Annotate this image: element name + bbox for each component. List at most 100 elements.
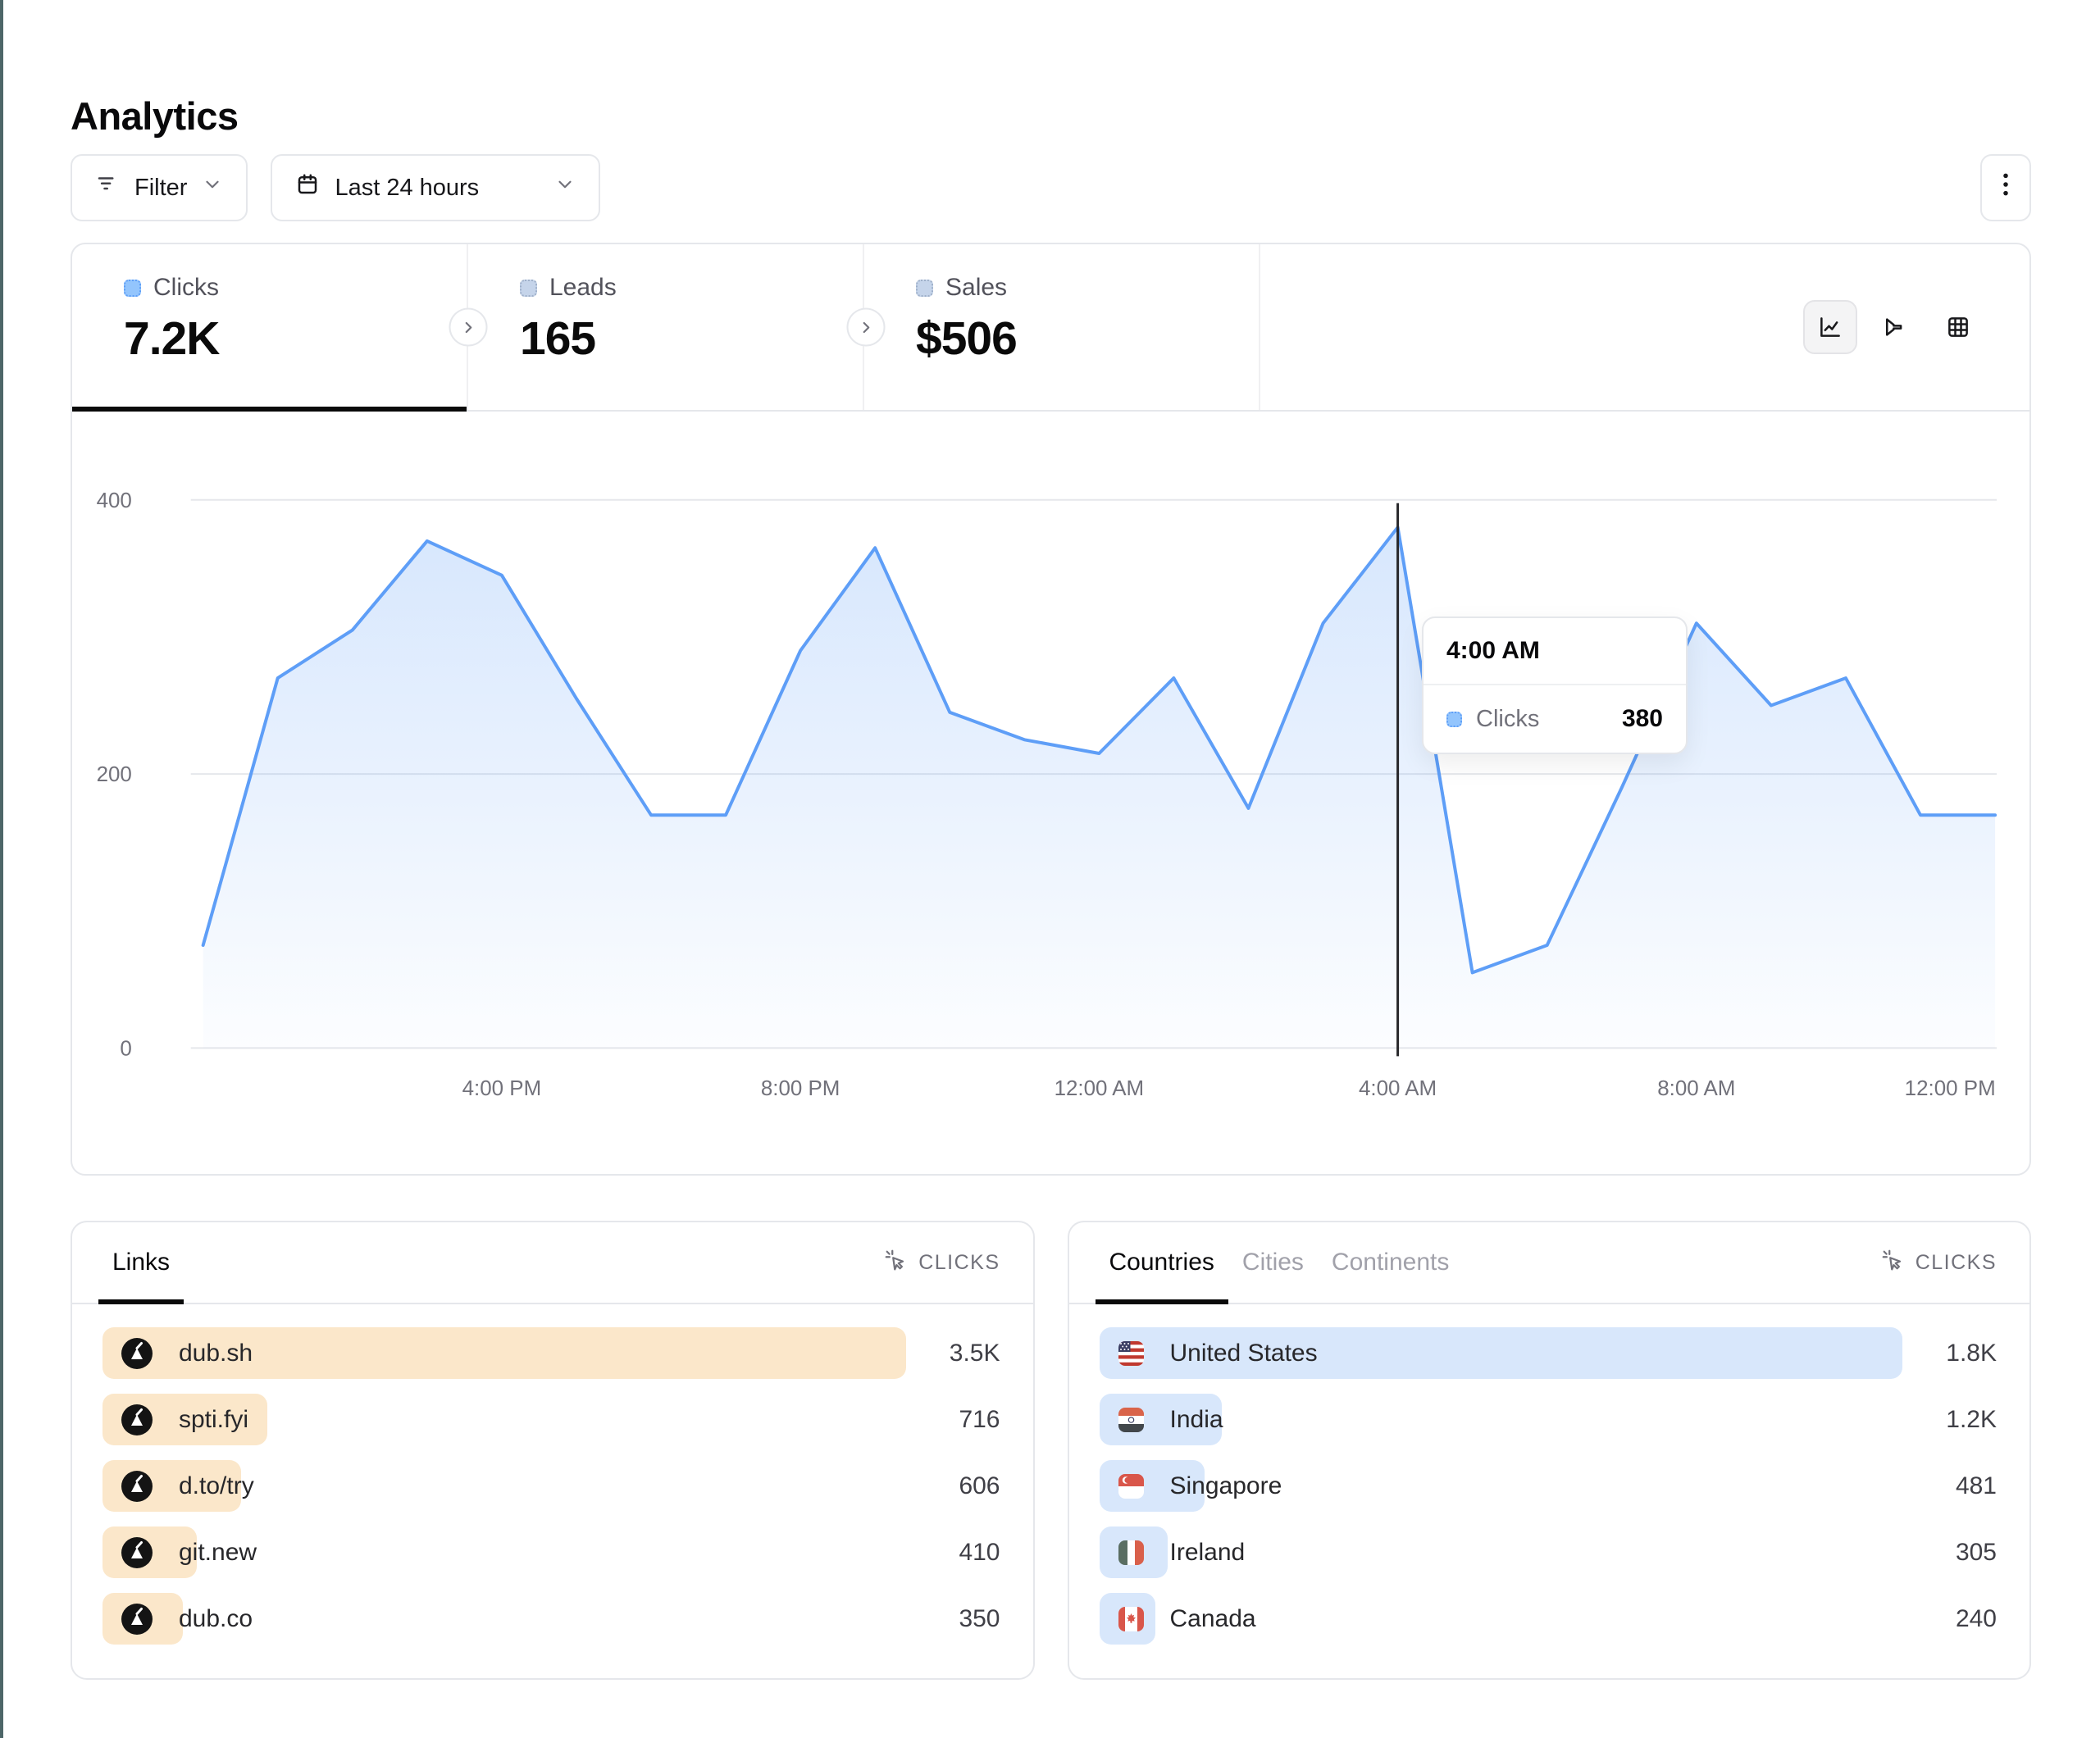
link-row[interactable]: spti.fyi 716 (102, 1394, 1000, 1445)
row-value: 350 (959, 1604, 1000, 1632)
dub-logo-icon (121, 1603, 153, 1635)
geo-panel: Countries Cities Continents CLICKS Unite… (1067, 1221, 2031, 1680)
links-metric-label: CLICKS (918, 1250, 1000, 1274)
cursor-click-icon (1880, 1248, 1905, 1278)
filter-icon (95, 172, 120, 203)
analytics-page: Analytics Filter Last 24 hours (71, 0, 2031, 1680)
row-value: 716 (959, 1405, 1000, 1433)
country-row[interactable]: Singapore 481 (1099, 1460, 1997, 1512)
tooltip-time: 4:00 AM (1424, 618, 1686, 685)
ca-flag-icon (1118, 1606, 1144, 1631)
chart-tooltip: 4:00 AM Clicks 380 (1422, 616, 1688, 754)
us-flag-icon (1118, 1340, 1144, 1366)
row-value: 3.5K (949, 1339, 1000, 1367)
row-value: 240 (1955, 1604, 1997, 1632)
kebab-menu-icon (1995, 171, 2016, 205)
x-axis-tick: 4:00 PM (462, 1077, 542, 1100)
chart-canvas: 0 200 400 4:00 PM 8:00 PM 12:00 AM 4:00 AM 8:00… (97, 489, 1998, 1100)
dub-logo-icon (121, 1337, 153, 1369)
clicks-area-chart[interactable]: 0 200 400 4:00 PM 8:00 PM 12:00 AM 4:00 AM 8:00… (72, 412, 2029, 1174)
funnel-view-button[interactable] (1867, 300, 1921, 354)
country-row[interactable]: Ireland 305 (1099, 1526, 1997, 1578)
stats-tab-sales[interactable]: Sales $506 (864, 244, 1260, 410)
stat-label: Sales (945, 274, 1008, 301)
country-row[interactable]: Canada 240 (1099, 1593, 1997, 1645)
dub-logo-icon (121, 1404, 153, 1435)
countries-list: United States 1.8K India 1.2K Singapore 481 Ir… (1069, 1304, 2030, 1645)
tooltip-series-value: 380 (1621, 705, 1663, 732)
country-row[interactable]: United States 1.8K (1099, 1327, 1997, 1379)
stat-value: $506 (916, 312, 1018, 365)
analytics-card: Clicks 7.2K Leads 165 Sales $506 (71, 243, 2031, 1176)
stats-tabs-row: Clicks 7.2K Leads 165 Sales $506 (72, 244, 2029, 412)
usage-bar (1099, 1327, 1902, 1379)
tab-countries[interactable]: Countries (1095, 1222, 1229, 1304)
link-row[interactable]: git.new 410 (102, 1526, 1000, 1578)
x-axis-tick: 12:00 PM (1905, 1077, 1996, 1100)
window-edge (0, 0, 3, 1738)
usage-bar (1099, 1460, 1205, 1512)
geo-metric-label: CLICKS (1915, 1250, 1997, 1274)
expand-leads-button[interactable] (846, 307, 886, 347)
row-label: Singapore (1169, 1472, 1282, 1499)
x-axis-tick: 4:00 AM (1359, 1077, 1437, 1100)
row-value: 1.2K (1946, 1405, 1997, 1433)
expand-clicks-button[interactable] (449, 307, 488, 347)
geo-panel-header: Countries Cities Continents CLICKS (1068, 1222, 2029, 1304)
leads-series-marker (520, 279, 537, 297)
country-row[interactable]: India 1.2K (1099, 1394, 1997, 1445)
x-axis-tick: 8:00 PM (761, 1077, 840, 1100)
link-row[interactable]: d.to/try 606 (102, 1460, 1000, 1512)
ie-flag-icon (1118, 1540, 1144, 1565)
row-label: git.new (179, 1538, 257, 1566)
tab-continents[interactable]: Continents (1331, 1249, 1450, 1276)
x-axis-tick: 12:00 AM (1055, 1077, 1145, 1100)
chevron-down-icon (202, 174, 223, 202)
page-title: Analytics (71, 94, 239, 138)
y-axis-tick: 0 (120, 1037, 131, 1060)
tooltip-series-label: Clicks (1476, 705, 1540, 732)
table-view-button[interactable] (1931, 300, 1985, 354)
y-axis-tick: 200 (97, 763, 132, 786)
filter-button[interactable]: Filter (71, 154, 248, 221)
tab-links[interactable]: Links (98, 1222, 184, 1304)
stats-tab-clicks[interactable]: Clicks 7.2K (72, 244, 468, 412)
row-label: dub.sh (179, 1339, 253, 1367)
y-axis-tick: 400 (97, 489, 132, 512)
dub-logo-icon (121, 1536, 153, 1568)
links-metric[interactable]: CLICKS (883, 1222, 1000, 1303)
row-label: Ireland (1169, 1538, 1246, 1566)
links-panel-header: Links CLICKS (72, 1222, 1033, 1304)
link-row[interactable]: dub.co 350 (102, 1593, 1000, 1645)
in-flag-icon (1118, 1407, 1144, 1432)
date-range-label: Last 24 hours (335, 174, 480, 201)
row-label: Canada (1169, 1604, 1256, 1632)
links-list: dub.sh 3.5K spti.fyi 716 d.to/try 606 git.new 4… (72, 1304, 1033, 1645)
sales-series-marker (916, 279, 933, 297)
tooltip-series-marker (1446, 711, 1462, 727)
chart-view-toggles (1803, 300, 1985, 354)
tab-cities[interactable]: Cities (1241, 1249, 1304, 1276)
geo-metric[interactable]: CLICKS (1880, 1222, 1997, 1303)
stat-value: 165 (520, 312, 596, 365)
row-value: 1.8K (1946, 1339, 1997, 1367)
calendar-icon (295, 172, 320, 203)
row-value: 305 (1955, 1538, 1997, 1566)
row-label: spti.fyi (179, 1405, 249, 1433)
stats-tab-leads[interactable]: Leads 165 (468, 244, 864, 410)
stat-label: Leads (549, 274, 617, 301)
stat-label: Clicks (153, 274, 219, 301)
filter-button-label: Filter (134, 174, 188, 201)
more-options-button[interactable] (1980, 154, 2031, 221)
row-label: India (1169, 1405, 1223, 1433)
row-label: dub.co (179, 1604, 253, 1632)
line-chart-view-button[interactable] (1803, 300, 1857, 354)
x-axis-tick: 8:00 AM (1657, 1077, 1735, 1100)
link-row[interactable]: dub.sh 3.5K (102, 1327, 1000, 1379)
row-label: d.to/try (179, 1472, 254, 1499)
date-range-button[interactable]: Last 24 hours (271, 154, 601, 221)
row-value: 410 (959, 1538, 1000, 1566)
toolbar: Filter Last 24 hours (71, 154, 2031, 221)
row-value: 481 (1955, 1472, 1997, 1499)
sg-flag-icon (1118, 1473, 1144, 1499)
